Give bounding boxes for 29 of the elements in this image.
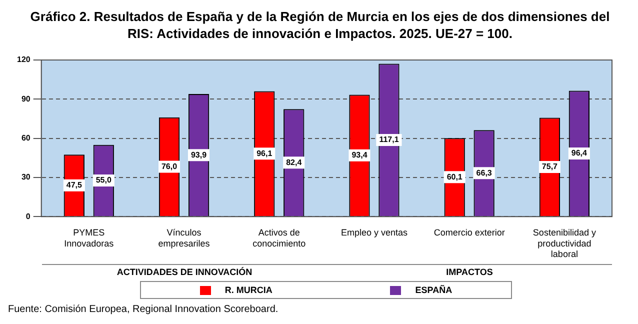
text: IMPACTOS xyxy=(327,264,612,277)
y-tick-label: 30 xyxy=(21,172,31,182)
chart-title: Gráfico 2. Resultados de España y de la Región de Murcia en los ejes de dos dimensiones del RIS: Actividades de innovación e Impactos. 2025. UE-27 = 100. xyxy=(29,8,611,42)
data-label: 96,1 xyxy=(256,148,273,158)
x-tick-label: PYMES Innovadoras xyxy=(64,227,114,248)
x-tick-label: Vínculos empresariles xyxy=(158,227,210,248)
data-label: 55,0 xyxy=(96,176,112,185)
x-tick-label: Sostenibilidad y productividad laboral xyxy=(532,227,596,260)
data-label: 93,4 xyxy=(352,150,368,160)
data-label: 96,4 xyxy=(571,148,588,158)
y-tick-label: 0 xyxy=(26,212,31,221)
text: ACTIVIDADES DE INNOVACIÓN xyxy=(42,264,327,277)
data-label: 66,3 xyxy=(476,168,492,178)
data-label: 82,4 xyxy=(286,158,302,167)
y-tick-label: 90 xyxy=(21,94,31,104)
data-label: 117,1 xyxy=(379,135,400,144)
y-tick-label: 60 xyxy=(21,134,31,143)
x-tick-label: Activos de conocimiento xyxy=(252,227,306,248)
data-label: 47,5 xyxy=(66,180,82,190)
legend-label: ESPAÑA xyxy=(414,284,452,296)
data-label: 60,1 xyxy=(446,172,463,182)
data-label: 76,0 xyxy=(161,162,178,171)
x-tick-label: Comercio exterior xyxy=(434,227,505,238)
y-tick-label: 120 xyxy=(16,55,31,64)
data-label: 93,9 xyxy=(190,150,208,160)
legend-label: R. MURCIA xyxy=(224,284,272,296)
source-note: Fuente: Comisión Europea, Regional Innovation Scoreboard. xyxy=(8,304,278,315)
x-tick-label: Empleo y ventas xyxy=(340,227,408,238)
data-label: 75,7 xyxy=(542,162,558,172)
